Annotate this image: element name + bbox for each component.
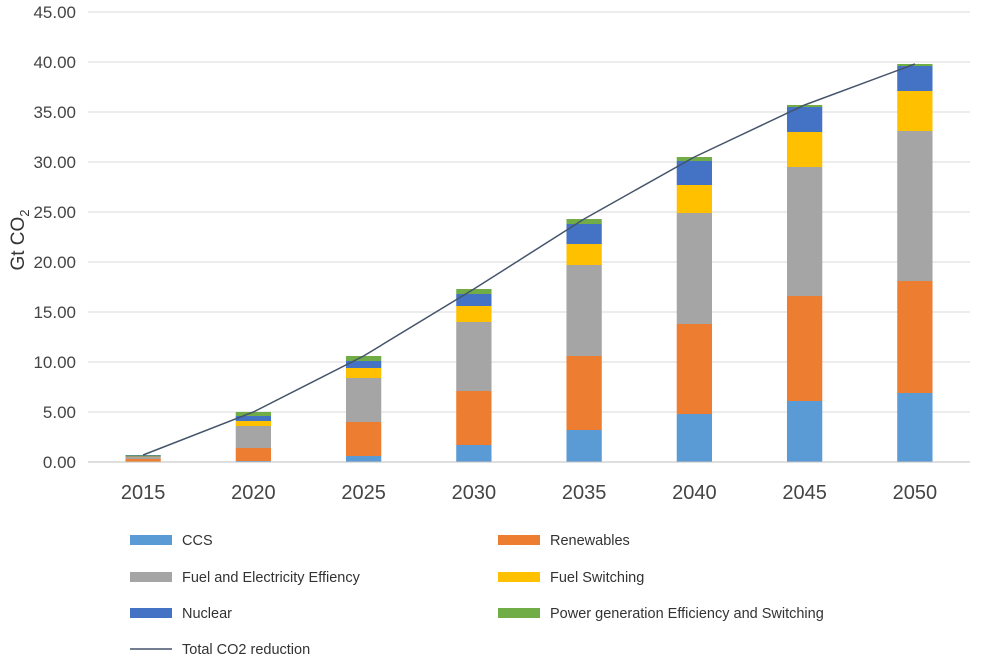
x-tick-label: 2040 [672,482,717,504]
bar-segment [456,391,492,445]
bar-segment [566,244,602,265]
bar-segment [456,294,492,306]
legend-item: Fuel Switching [498,570,644,586]
bar-segment [897,91,933,131]
y-tick-label: 25.00 [33,203,76,222]
y-tick-label: 40.00 [33,53,76,72]
y-tick-label: 15.00 [33,303,76,322]
bar-segment [345,368,382,378]
bar-segment [235,448,272,461]
bar-segment [345,422,382,456]
bar-segment [676,157,713,161]
y-tick-label: 5.00 [43,403,76,422]
y-tick-label: 0.00 [43,453,76,472]
legend-swatch [498,572,540,582]
bar-segment [125,455,161,456]
legend-item: Nuclear [130,606,232,622]
bar-segment [676,414,713,462]
bar-segment [897,66,933,91]
bar-segment [897,131,933,281]
bar-segment [125,456,161,457]
bar-segment [235,416,272,421]
x-tick-label: 2050 [893,482,938,504]
bar-segment [786,132,823,167]
bar-segment [456,289,492,294]
legend-label: Power generation Efficiency and Switchin… [550,606,824,622]
legend-swatch [130,608,172,618]
y-tick-label: 45.00 [33,3,76,22]
legend-swatch [130,535,172,545]
y-tick-label: 20.00 [33,253,76,272]
bar-segment [566,265,602,356]
bar-segment [125,459,161,462]
gridlines [88,11,970,413]
x-tick-label: 2025 [341,482,386,504]
bar-segment [235,421,272,426]
legend-label: Renewables [550,533,630,549]
bar-segment [125,455,161,457]
x-tick-label: 2045 [782,482,827,504]
bar-segment [456,445,492,462]
y-axis-ticks: 0.00 5.00 10.00 15.00 20.00 25.00 30.00 35.00 40… [33,3,76,472]
legend-item: Total CO2 reduction [130,642,310,658]
y-tick-label: 10.00 [33,353,76,372]
y-tick-label: 30.00 [33,153,76,172]
bar-segment [566,224,602,244]
bar-segment [456,322,492,391]
legend-label: Fuel and Electricity Effiency [182,570,361,586]
x-tick-label: 2035 [562,482,607,504]
bar-segment [786,401,823,462]
total-co2-reduction-line [142,63,916,456]
y-tick-label: 35.00 [33,103,76,122]
legend-label: CCS [182,533,213,549]
bar-segment [676,324,713,414]
legend-label: Total CO2 reduction [182,642,310,658]
x-axis-ticks: 2015 2020 2025 2030 2035 2040 2045 2050 [121,482,937,504]
bar-segment [566,356,602,430]
legend-item: CCS [130,533,213,549]
legend-item: Power generation Efficiency and Switchin… [498,606,824,622]
bars [125,64,933,462]
bar-segment [125,457,161,459]
x-tick-label: 2015 [121,482,166,504]
legend-item: Renewables [498,533,630,549]
y-axis-label: Gt CO2 [8,209,32,270]
bar-segment [345,361,382,368]
bar-segment [345,378,382,422]
bar-segment [786,296,823,401]
bar-segment [235,412,272,416]
bar-segment [897,64,933,66]
bar-segment [897,281,933,393]
bar-segment [566,430,602,462]
bar-segment [676,185,713,213]
x-tick-label: 2020 [231,482,276,504]
bar-segment [456,306,492,322]
legend-swatch [498,608,540,618]
bar-segment [345,356,382,361]
bar-segment [566,219,602,224]
x-tick-label: 2030 [452,482,497,504]
bar-segment [786,167,823,296]
legend-label: Nuclear [182,606,232,622]
legend-swatch [498,535,540,545]
legend-swatch [130,572,172,582]
legend: CCS Renewables Fuel and Electricity Effien… [130,533,824,658]
bar-segment [676,213,713,324]
bar-segment [235,426,272,448]
bar-segment [786,105,823,107]
bar-segment [897,393,933,462]
legend-label: Fuel Switching [550,570,644,586]
bar-segment [345,456,382,462]
legend-item: Fuel and Electricity Effiency [130,570,361,586]
bar-segment [676,161,713,185]
